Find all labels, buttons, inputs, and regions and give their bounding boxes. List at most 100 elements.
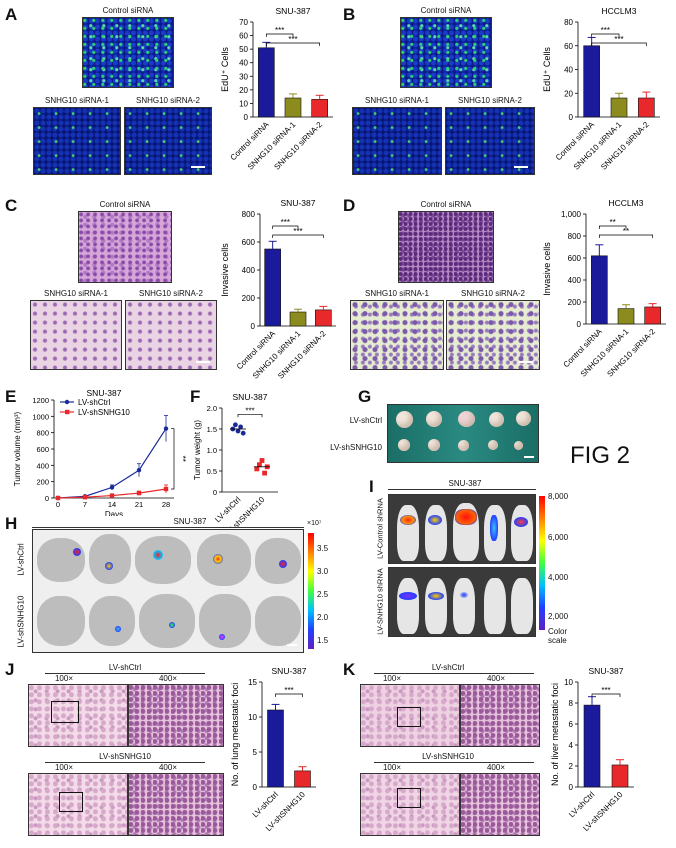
scale-tick: 3.5 xyxy=(317,544,329,553)
y-tick-label: 1.0 xyxy=(207,446,217,455)
y-tick-label: 0 xyxy=(577,320,582,329)
significance-bracket xyxy=(591,42,647,46)
scale-tick: 8,000 xyxy=(548,492,569,501)
y-tick-label: 800 xyxy=(568,232,582,241)
micrograph-control xyxy=(398,211,494,283)
data-point xyxy=(163,426,169,431)
scale-tick: 2.5 xyxy=(317,590,329,599)
title-i: SNU-387 xyxy=(448,479,482,488)
legend-label: LV-shCtrl xyxy=(78,398,111,407)
y-tick-label: 0 xyxy=(45,494,49,503)
significance-bracket xyxy=(598,225,627,229)
micrograph-control xyxy=(82,17,174,88)
y-tick-label: 200 xyxy=(36,478,49,487)
x-tick-label: SNHG10 siRNA-2 xyxy=(605,327,657,379)
lung-photo xyxy=(32,529,304,653)
x-tick-label: SNHG10 siRNA-2 xyxy=(272,120,324,172)
y-axis-label: EdU⁺ Cells xyxy=(542,47,552,92)
mag-400x: 400× xyxy=(158,763,178,772)
caption-sirna-1: SNHG10 siRNA-1 xyxy=(44,96,109,105)
significance-label: *** xyxy=(293,227,302,236)
y-tick-label: 40 xyxy=(239,59,248,68)
legend-marker xyxy=(65,409,70,415)
micrograph-lung-400x xyxy=(128,773,224,836)
y-axis-label: Invasive cells xyxy=(542,242,552,296)
y-tick-label: 0 xyxy=(253,783,258,792)
significance-bracket xyxy=(591,33,620,37)
group-label-shsnhg10: LV-shSNHG10 xyxy=(422,752,474,761)
y-tick-label: 800 xyxy=(36,429,49,438)
legend-label: LV-shSNHG10 xyxy=(78,408,130,417)
micrograph-sirna-2 xyxy=(446,300,540,370)
panel-letter-f: F xyxy=(190,387,201,406)
y-tick-label: 400 xyxy=(568,276,582,285)
chart-title: HCCLM3 xyxy=(609,198,644,208)
y-tick-label: 30 xyxy=(239,72,248,81)
y-tick-label: 0 xyxy=(569,783,574,792)
significance-label: *** xyxy=(281,218,290,227)
panel-letter-i: I xyxy=(369,477,374,496)
significance-bracket xyxy=(598,234,654,238)
caption-sirna-1: SNHG10 siRNA-1 xyxy=(43,289,108,298)
y-tick-label: 60 xyxy=(239,32,248,41)
figure-label: FIG 2 xyxy=(570,442,631,469)
title-h: SNU-387 xyxy=(173,517,207,526)
data-point xyxy=(55,495,61,501)
panel-letter-e: E xyxy=(5,387,17,406)
y-tick-label: 200 xyxy=(242,294,256,303)
row-label-shctrl: LV-shCtrl xyxy=(349,416,382,425)
significance-bracket xyxy=(237,413,263,418)
y-tick-label: 6 xyxy=(569,720,574,729)
caption-sirna-2: SNHG10 siRNA-2 xyxy=(135,96,200,105)
caption-control: Control siRNA xyxy=(420,6,472,15)
bar xyxy=(617,308,635,325)
y-tick-label: 400 xyxy=(36,461,49,470)
significance-label: *** xyxy=(275,26,284,35)
y-tick-label: 60 xyxy=(564,42,573,51)
row-label-shsnhg10-wrap: LV-shSNHG10 xyxy=(14,591,28,653)
bar xyxy=(258,47,275,118)
panel-letter-k: K xyxy=(343,660,356,679)
x-tick-label: SNHG10 siRNA-1 xyxy=(579,327,631,379)
significance-label: *** xyxy=(614,35,623,44)
y-tick-label: 50 xyxy=(239,45,248,54)
scale-tick: 6,000 xyxy=(548,533,569,542)
y-tick-label: 20 xyxy=(564,89,573,98)
y-axis-label: Invasive cells xyxy=(220,243,230,297)
significance-label: *** xyxy=(601,686,610,695)
y-tick-label: 0.5 xyxy=(207,467,217,476)
significance-label: *** xyxy=(288,35,297,44)
data-point xyxy=(238,424,243,430)
significance-label: *** xyxy=(284,686,293,695)
data-point xyxy=(136,468,142,473)
y-tick-label: 70 xyxy=(239,18,248,27)
bar xyxy=(289,311,307,327)
group-label-shsnhg10: LV-shSNHG10 xyxy=(99,752,151,761)
mag-100x: 100× xyxy=(54,674,74,683)
significance-bracket xyxy=(272,225,299,229)
caption-sirna-2: SNHG10 siRNA-2 xyxy=(138,289,203,298)
x-tick-label: 14 xyxy=(108,500,116,509)
row-label-snhg10-wrap: LV-SNHG10 shRNA xyxy=(374,567,386,637)
y-tick-label: 10 xyxy=(564,678,573,687)
bar xyxy=(583,704,601,788)
significance-label: ** xyxy=(623,227,629,236)
y-axis-label: EdU⁺ Cells xyxy=(220,47,230,92)
panel-letter-c: C xyxy=(5,196,18,215)
data-point xyxy=(240,430,246,436)
x-axis-label: Days xyxy=(105,510,123,516)
x-tick-label: 7 xyxy=(83,500,87,509)
chart-title: SNU-387 xyxy=(233,392,268,402)
chart-title: SNU-387 xyxy=(272,666,307,676)
scale-tick: 3.0 xyxy=(317,567,329,576)
bar xyxy=(311,99,328,118)
bar xyxy=(284,97,302,118)
mag-100x: 100× xyxy=(54,763,74,772)
panel-letter-h: H xyxy=(5,514,18,533)
chart-j: SNU-387 0 5 10 15 No. of lung metastatic foci… xyxy=(230,666,316,833)
y-tick-label: 600 xyxy=(568,254,582,263)
